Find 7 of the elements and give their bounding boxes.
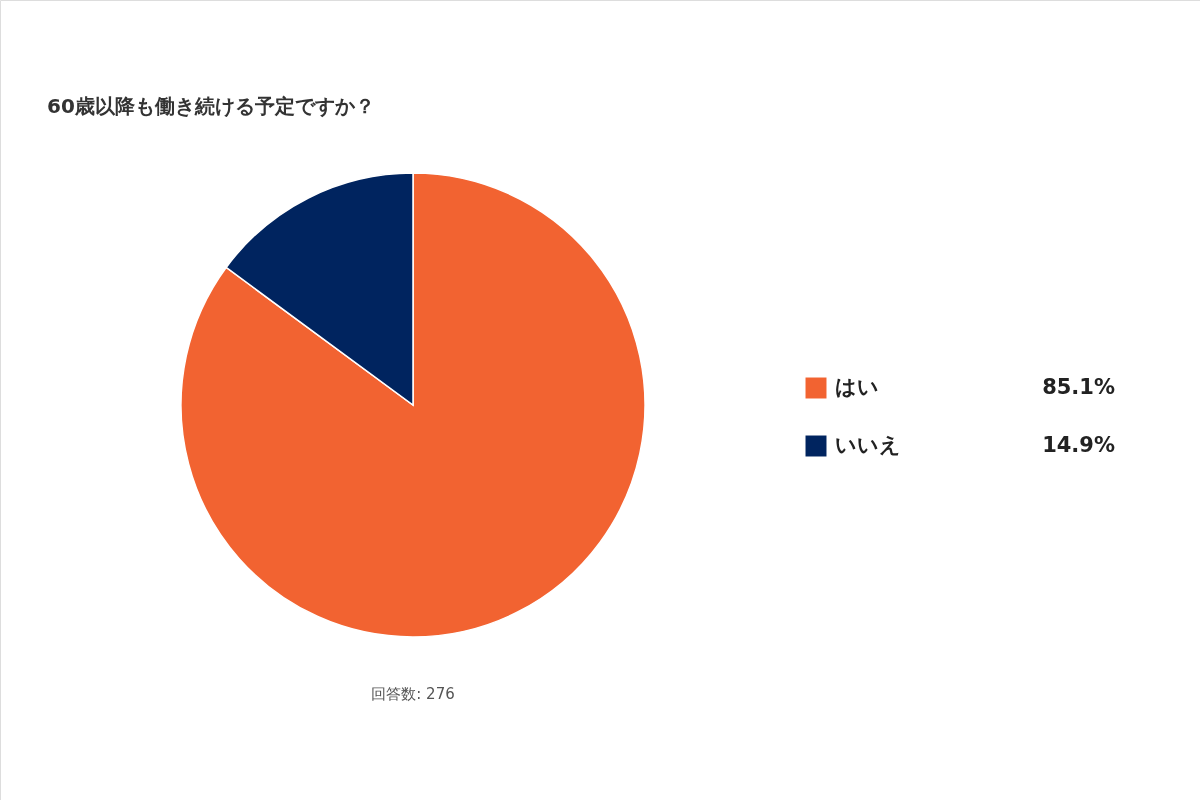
legend-label: はい <box>835 375 879 399</box>
chart-title: 60歳以降も働き続ける予定ですか？ <box>47 94 375 118</box>
pie-slice <box>180 172 646 638</box>
text: 回答数: 276 <box>371 685 455 703</box>
data-label: 14.9% <box>1042 433 1115 457</box>
data-label: 85.1% <box>1042 375 1115 399</box>
legend-label: いいえ <box>835 433 901 457</box>
